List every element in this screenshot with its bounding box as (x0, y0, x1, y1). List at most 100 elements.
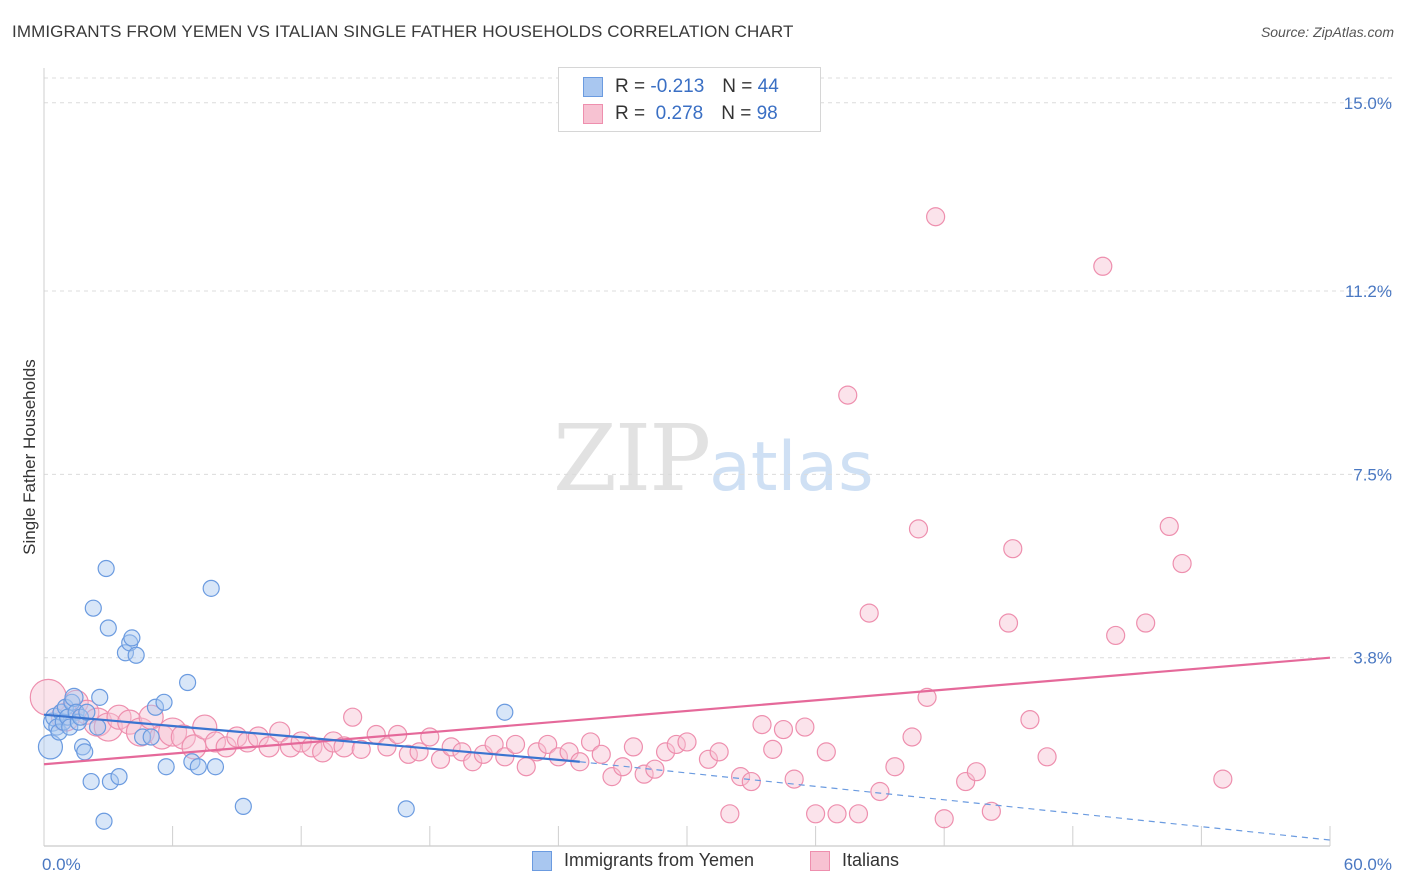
point-italians (827, 804, 847, 824)
point-italians (885, 757, 905, 777)
legend-r-label: R = (615, 76, 646, 97)
point-yemen (91, 688, 109, 706)
x-tick-label: 60.0% (1344, 855, 1392, 874)
point-italians (709, 742, 729, 762)
point-yemen (64, 687, 84, 707)
legend-n-label: N = (722, 76, 753, 97)
source-label: Source: ZipAtlas.com (1260, 24, 1394, 40)
point-italians (698, 749, 719, 769)
point-yemen (189, 758, 207, 776)
point-yemen (206, 758, 225, 776)
trend-line-yemen-extension (579, 761, 1331, 841)
point-yemen (88, 718, 107, 736)
series-legend: Immigrants from Yemen Italians (0, 850, 1406, 878)
point-italians (956, 771, 976, 792)
legend-n-label: N = (721, 103, 752, 124)
point-italians (613, 757, 633, 777)
point-yemen (101, 772, 120, 791)
legend-n-value: 44 (757, 76, 779, 97)
point-italians (795, 717, 815, 737)
point-italians (784, 769, 804, 789)
point-yemen (146, 698, 165, 716)
legend-item-yemen[interactable]: Immigrants from Yemen (532, 850, 754, 871)
y-tick-label: 11.2% (1345, 282, 1392, 301)
point-yemen (99, 619, 117, 637)
watermark: ZIPatlas (553, 405, 874, 512)
point-italians (527, 742, 547, 762)
legend-label-italians: Italians (842, 850, 900, 870)
grid (44, 77, 1392, 659)
watermark-zip: ZIP (553, 405, 711, 512)
y-tick-label: 7.5% (1353, 465, 1392, 484)
point-italians (966, 762, 986, 782)
point-italians (741, 771, 761, 792)
point-italians (981, 801, 1001, 821)
point-italians (1037, 747, 1057, 767)
point-italians (1093, 256, 1113, 276)
legend-row-yemen: R = -0.213 N = 44 (583, 75, 779, 99)
trend-line-yemen (43, 713, 580, 763)
tick-labels: 3.8% 7.5% 11.2% 15.0% 0.0% 60.0% (42, 94, 1392, 874)
data-points (29, 207, 1233, 830)
legend-item-italians[interactable]: Italians (810, 850, 899, 871)
legend-n-value: 98 (756, 103, 778, 124)
point-yemen (127, 646, 145, 664)
point-italians (908, 519, 929, 539)
point-yemen (78, 703, 96, 721)
point-italians (805, 804, 826, 824)
point-italians (204, 731, 227, 753)
legend-r-value: 0.278 (650, 103, 704, 124)
legend-label-yemen: Immigrants from Yemen (564, 850, 755, 870)
point-italians (538, 734, 558, 755)
chart-title: IMMIGRANTS FROM YEMEN VS ITALIAN SINGLE … (12, 22, 794, 41)
point-italians (655, 742, 676, 762)
point-yemen (179, 673, 197, 692)
point-italians (934, 809, 954, 829)
legend-swatch-yemen (583, 77, 603, 97)
point-yemen (234, 797, 252, 815)
point-yemen (397, 800, 415, 818)
point-yemen (82, 772, 100, 791)
point-yemen (142, 728, 160, 746)
y-tick-label: 3.8% (1353, 649, 1392, 668)
point-italians (634, 764, 654, 784)
watermark-atlas: atlas (709, 428, 874, 507)
point-italians (926, 207, 946, 227)
y-axis-label: Single Father Households (20, 359, 39, 555)
point-yemen (110, 768, 128, 786)
point-italians (838, 385, 858, 405)
point-italians (377, 737, 397, 757)
point-yemen (155, 693, 173, 711)
point-yemen (37, 734, 64, 760)
point-yemen (123, 629, 141, 647)
point-italians (763, 739, 783, 759)
point-italians (998, 613, 1019, 633)
point-italians (1159, 516, 1179, 537)
point-yemen (95, 812, 113, 830)
point-italians (580, 732, 601, 752)
point-italians (1136, 613, 1156, 633)
point-yemen (202, 579, 220, 597)
point-italians (848, 804, 869, 824)
point-italians (870, 781, 890, 802)
point-italians (591, 744, 611, 764)
point-yemen (84, 599, 102, 617)
point-italians (1106, 625, 1126, 646)
x-tick-label: 0.0% (42, 855, 81, 874)
point-italians (773, 719, 794, 740)
point-italians (816, 742, 836, 762)
point-italians (720, 804, 740, 824)
legend-swatch-yemen (532, 850, 552, 871)
legend-swatch-italians (583, 104, 603, 124)
trend-line-italians (43, 656, 1331, 766)
stats-legend: R = -0.213 N = 44 R = 0.278 N = 98 (558, 67, 821, 132)
point-yemen (116, 644, 135, 662)
y-tick-label: 15.0% (1344, 94, 1392, 113)
point-italians (505, 734, 526, 755)
legend-row-italians: R = 0.278 N = 98 (583, 102, 778, 126)
point-italians (409, 742, 429, 762)
point-italians (170, 724, 196, 750)
point-italians (677, 732, 697, 752)
axes (43, 68, 1331, 847)
